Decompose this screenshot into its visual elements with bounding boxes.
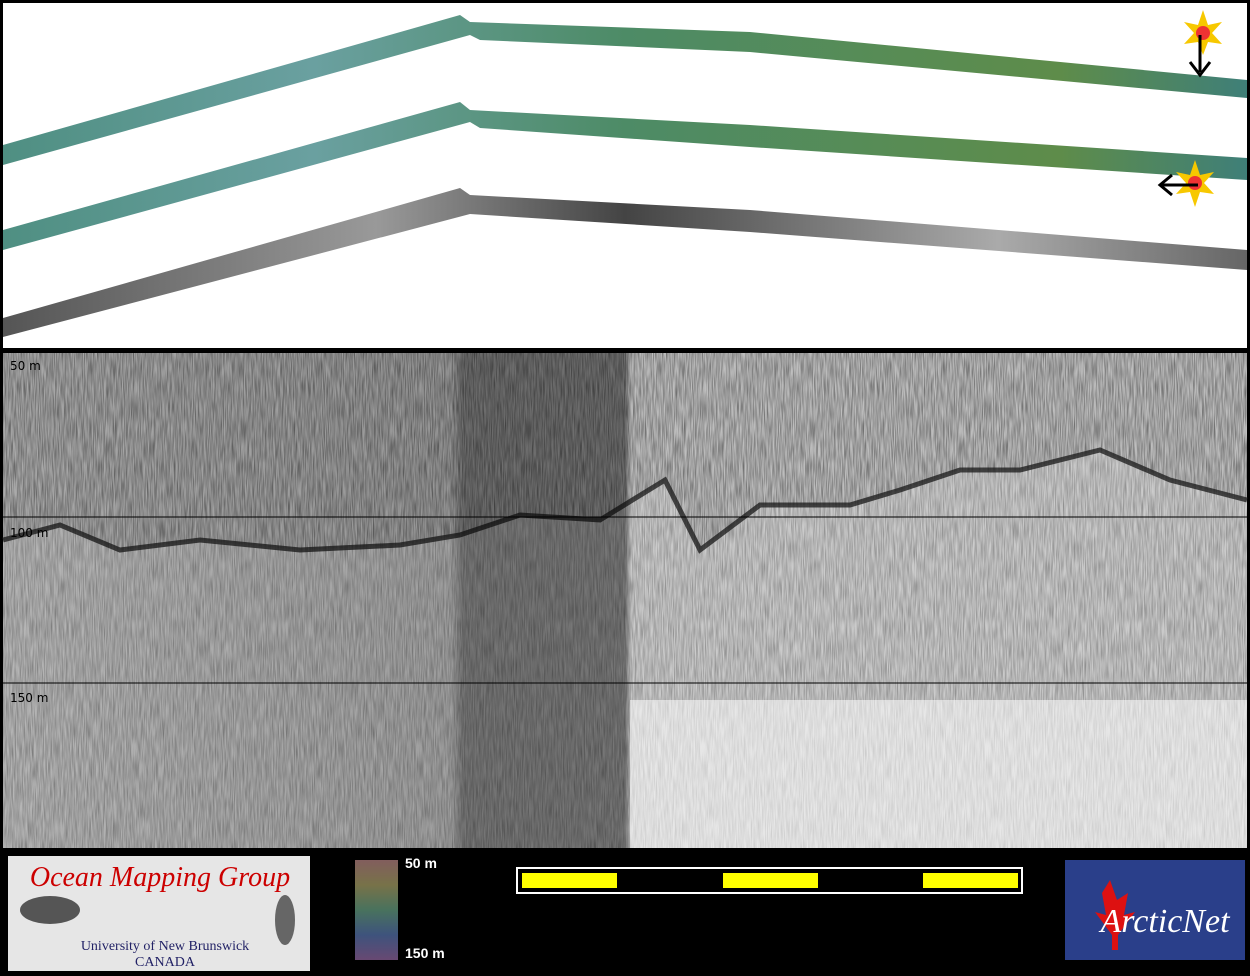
sun-icon xyxy=(1157,160,1214,207)
colorbar-label: 150 m xyxy=(405,945,445,961)
depth-label: 150 m xyxy=(10,691,48,705)
bathymetry-swath xyxy=(3,102,1247,250)
omg-logo: Ocean Mapping Group University of New Br… xyxy=(8,856,310,971)
bathymetry-swath xyxy=(3,15,1247,165)
logo-text: CANADA xyxy=(135,955,196,970)
logo-text: University of New Brunswick xyxy=(81,939,249,954)
scale-label: 10 km xyxy=(739,912,801,937)
colorbar xyxy=(355,860,398,960)
logo-title: Ocean Mapping Group xyxy=(30,862,290,893)
backscatter-swath xyxy=(3,188,1247,337)
depth-label: 50 m xyxy=(10,359,41,373)
colorbar-label: 50 m xyxy=(405,855,437,871)
partner-label: ArcticNet xyxy=(1098,903,1231,940)
sun-icon xyxy=(1184,10,1222,78)
profile-panel xyxy=(2,353,1248,848)
depth-label: 100 m xyxy=(10,526,48,540)
arcticnet-logo: ArcticNet xyxy=(1065,860,1245,960)
map-panel xyxy=(3,3,1247,348)
scale-bar xyxy=(516,867,1023,894)
